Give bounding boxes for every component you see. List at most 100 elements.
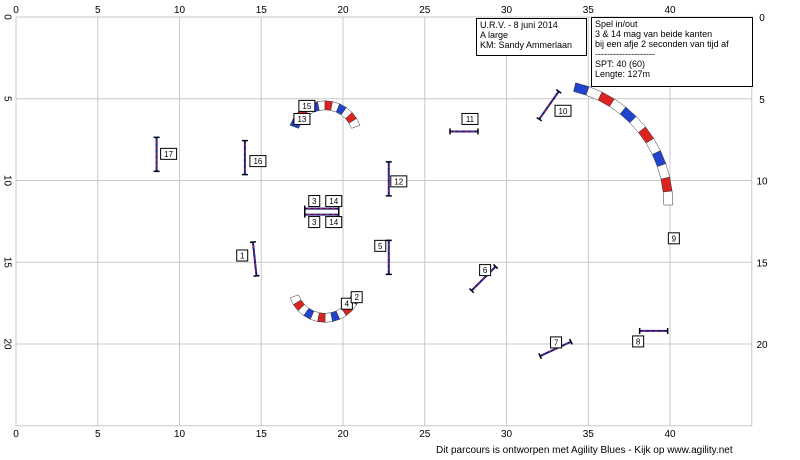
- jump-7-wing-b: [569, 338, 573, 345]
- x-tick-label-bottom: 25: [419, 429, 431, 440]
- jump-7-label-number: 7: [554, 338, 559, 347]
- jump-6: [468, 263, 499, 294]
- tunnel-9-segment: [657, 163, 671, 180]
- jump-10-label-number: 10: [559, 107, 568, 116]
- double-jump-label-bottom-3-number: 3: [312, 218, 317, 227]
- jump-10-label-box: [554, 104, 572, 117]
- jump-8: [638, 327, 669, 334]
- jump-10-bar-stripe: [540, 93, 558, 117]
- x-tick-label-bottom: 0: [13, 429, 19, 440]
- jump-1-bar-stripe: [252, 245, 257, 273]
- x-tick-label-bottom: 40: [664, 429, 676, 440]
- rules-info-box: Spel in/out 3 & 14 mag van beide kanten …: [591, 17, 753, 87]
- jump-12-label-box: [390, 175, 408, 188]
- field-border: [15, 16, 753, 427]
- x-tick-label-bottom: 15: [256, 429, 268, 440]
- x-tick-label-top: 10: [174, 5, 186, 16]
- y-tick-label-right: 0: [759, 13, 765, 24]
- jump-5-label-number: 5: [378, 242, 383, 251]
- y-tick-label-right: 20: [756, 340, 768, 351]
- event-judge: KM: Sandy Ammerlaan: [480, 40, 573, 50]
- tunnel-15-label-box: [298, 99, 316, 112]
- rules-game: Spel in/out: [595, 19, 638, 29]
- tunnel-4-label-number: 4: [345, 300, 350, 309]
- y-tick-label-left: 0: [1, 14, 12, 20]
- jump-17-label-number: 17: [164, 150, 173, 159]
- jump-6-bar-stripe: [473, 268, 494, 289]
- jump-6-label-box: [479, 264, 492, 277]
- jump-1-wing-a: [249, 241, 256, 244]
- jump-1-wing-b: [253, 274, 260, 277]
- x-tick-label-top: 35: [583, 5, 595, 16]
- jump-7: [538, 338, 573, 360]
- tunnel-9-label-number: 9: [672, 234, 677, 243]
- double-jump-label-top-3-box: [308, 195, 321, 208]
- x-tick-label-top: 30: [501, 5, 513, 16]
- jump-11-label-number: 11: [466, 115, 475, 124]
- rules-detail-1: 3 & 14 mag van beide kanten: [595, 29, 713, 39]
- x-tick-label-bottom: 10: [174, 429, 186, 440]
- x-tick-label-bottom: 35: [583, 429, 595, 440]
- double-jump-label-top-14-box: [325, 195, 343, 208]
- tunnel-4-label-box: [340, 297, 353, 310]
- jump-7-label-box: [550, 336, 563, 349]
- jump-8-label-box: [632, 335, 645, 348]
- tunnel-2-4-segment: [289, 294, 302, 306]
- event-class: A large: [480, 30, 509, 40]
- jump-17-label-box: [160, 147, 178, 160]
- double-jump-label-top-14-number: 14: [329, 197, 338, 206]
- jump-6-label-number: 6: [483, 266, 488, 275]
- jump-8-label-number: 8: [636, 337, 641, 346]
- x-tick-label-bottom: 20: [337, 429, 349, 440]
- tunnel-15-label-number: 15: [302, 102, 311, 111]
- jump-6-wing-b: [492, 263, 499, 270]
- double-jump-label-top-3-number: 3: [312, 197, 317, 206]
- event-info-box: U.R.V. - 8 juni 2014 A large KM: Sandy A…: [476, 18, 587, 56]
- tunnel-13-label-box: [293, 112, 311, 125]
- jump-6-wing-a: [468, 287, 475, 294]
- double-jump-label-bottom-14-box: [325, 216, 343, 229]
- y-tick-label-right: 5: [759, 95, 765, 106]
- jump-7-wing-a: [538, 353, 543, 360]
- x-tick-label-top: 40: [664, 5, 676, 16]
- rules-spt: SPT: 40 (60): [595, 59, 646, 69]
- y-tick-label-left: 5: [1, 96, 12, 102]
- x-tick-label-top: 25: [419, 5, 431, 16]
- y-tick-label-left: 20: [1, 338, 12, 350]
- jump-16-label-box: [249, 155, 267, 168]
- y-tick-label-right: 10: [756, 177, 768, 188]
- tunnel-9-segment: [662, 190, 674, 206]
- x-tick-label-top: 15: [256, 5, 268, 16]
- tunnel-9-label-box: [667, 232, 680, 245]
- y-tick-label-left: 10: [1, 175, 12, 187]
- y-tick-label-left: 15: [1, 257, 12, 269]
- x-tick-label-bottom: 30: [501, 429, 513, 440]
- jump-11: [449, 128, 479, 135]
- x-tick-label-top: 0: [13, 5, 19, 16]
- rules-detail-2: bij een afje 2 seconden van tijd af: [595, 39, 729, 49]
- double-jump-label-bottom-14-number: 14: [329, 218, 338, 227]
- tunnel-13-15-segment: [348, 118, 361, 129]
- jump-1-label-number: 1: [240, 251, 245, 260]
- event-name: U.R.V. - 8 juni 2014: [480, 20, 558, 30]
- rules-separator: --------------------: [595, 49, 655, 59]
- tunnel-2-label-number: 2: [354, 293, 359, 302]
- jump-10-wing-b: [555, 89, 562, 94]
- jump-5: [385, 239, 392, 276]
- jump-5-label-box: [374, 239, 387, 252]
- rules-length: Lengte: 127m: [595, 69, 651, 79]
- x-tick-label-top: 20: [337, 5, 349, 16]
- jump-16: [241, 139, 248, 176]
- tunnel-9: [573, 82, 674, 206]
- jump-17: [153, 136, 160, 173]
- y-tick-label-right: 15: [756, 258, 768, 269]
- x-tick-label-bottom: 5: [95, 429, 101, 440]
- jump-16-label-number: 16: [253, 157, 262, 166]
- jump-10: [536, 89, 562, 122]
- jump-12-label-number: 12: [394, 177, 403, 186]
- tunnel-2-label-box: [350, 291, 363, 304]
- footer-credit: Dit parcours is ontworpen met Agility Bl…: [436, 445, 733, 456]
- jump-12: [385, 161, 392, 197]
- jump-11-label-box: [461, 112, 479, 125]
